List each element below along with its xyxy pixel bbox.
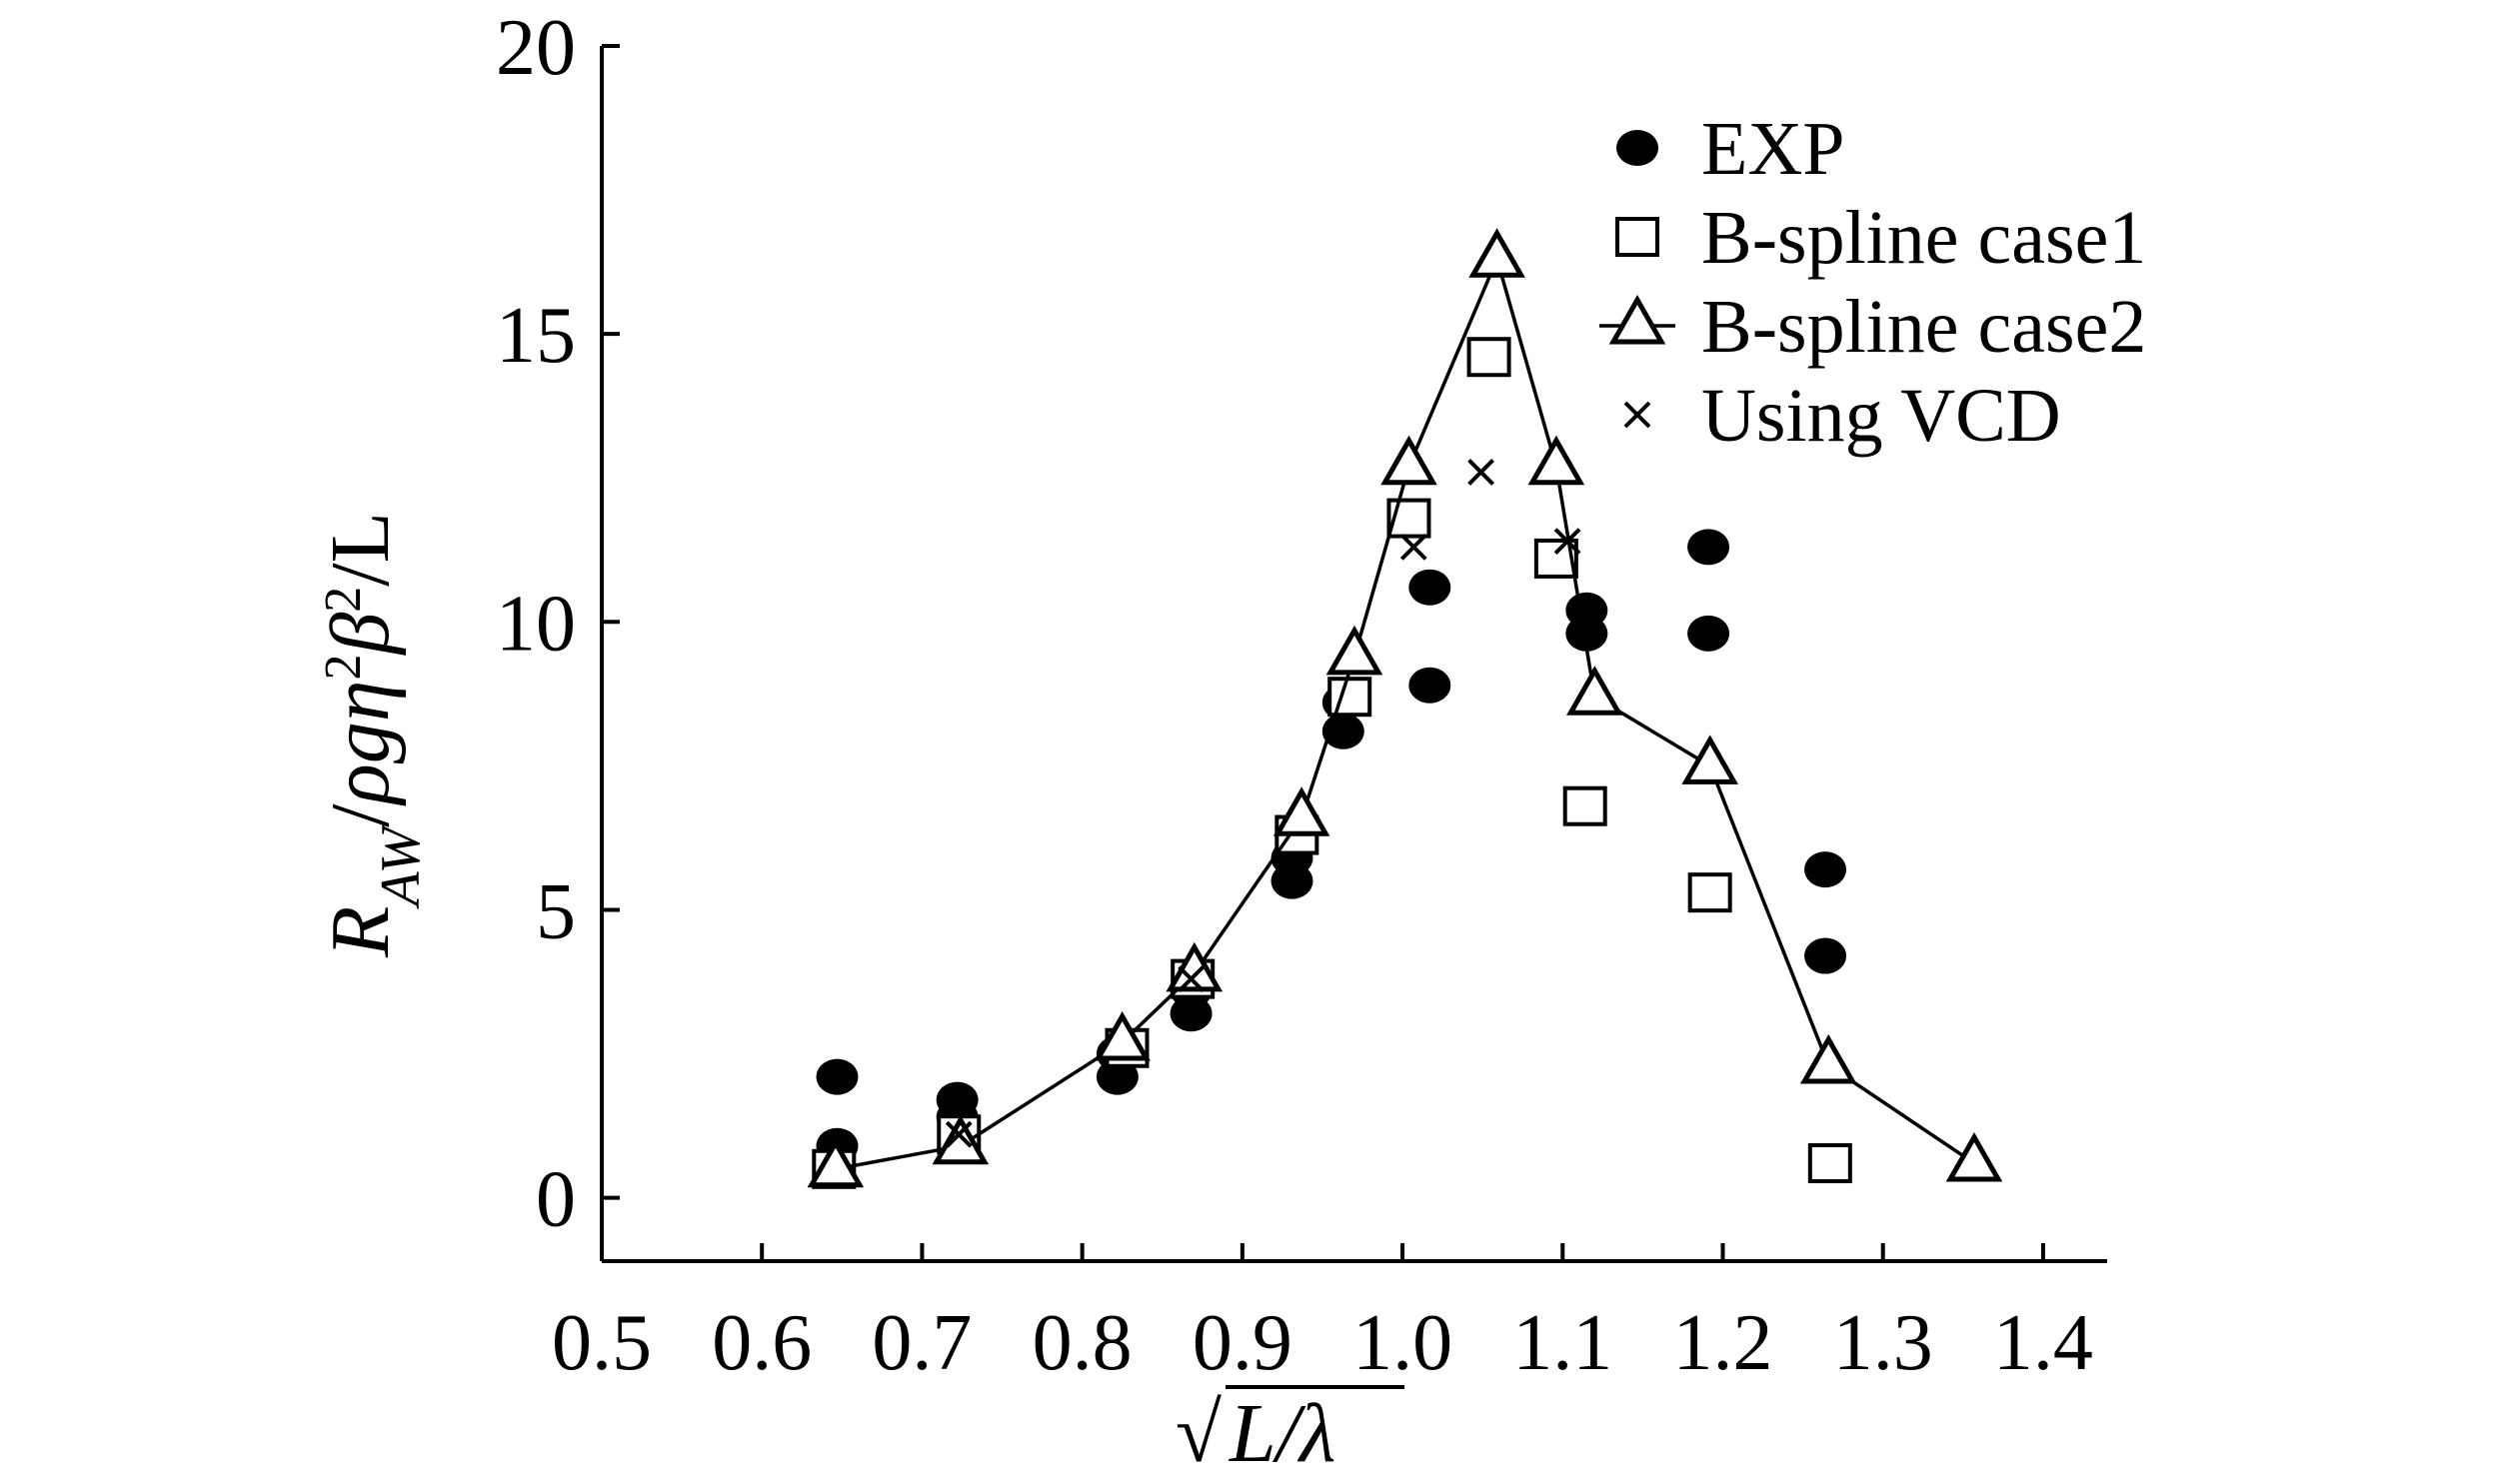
data-point-exp: [1804, 851, 1847, 888]
legend-label-using-vcd: Using VCD: [1701, 374, 2061, 458]
data-point-b-spline-case1: [1386, 498, 1431, 539]
x-axis-title-expr: L/λ: [1229, 1387, 1335, 1479]
x-tick-label: 1.0: [1352, 1299, 1452, 1387]
data-point-using-vcd-stroke: [945, 1120, 973, 1148]
y-axis-title-beta: β: [314, 613, 407, 657]
data-point-exp: [1687, 615, 1730, 652]
y-axis-title-g: g: [314, 722, 407, 763]
series-using-vcd: [945, 459, 1581, 1148]
legend-marker-using-vcd-stroke: [1623, 401, 1651, 429]
data-point-b-spline-case1: [1687, 872, 1732, 913]
x-tick-label: 0.9: [1193, 1299, 1292, 1387]
series: [807, 228, 2003, 1189]
data-point-using-vcd: [1467, 459, 1494, 486]
legend-marker-b-spline-case2: [1608, 294, 1666, 345]
legend-label-b-spline-case1: B-spline case1: [1701, 196, 2146, 280]
data-point-b-spline-case2: [807, 1137, 865, 1188]
y-axis-title-rho: ρ: [314, 763, 407, 806]
data-point-using-vcd: [945, 1120, 973, 1148]
data-point-using-vcd-stroke: [1553, 528, 1581, 556]
legend-marker-using-vcd: [1623, 401, 1651, 429]
data-point-b-spline-case1: [1466, 337, 1511, 378]
y-axis-title-r: R: [314, 906, 407, 958]
legend-label-exp: EXP: [1701, 107, 1845, 191]
data-point-exp: [1565, 615, 1608, 652]
data-point-using-vcd: [1178, 965, 1205, 993]
legend-label-b-spline-case2: B-spline case2: [1701, 285, 2146, 369]
data-point-exp: [1687, 529, 1730, 566]
data-point-b-spline-case2: [1325, 625, 1383, 676]
ticks: 0.5 0.6 0.7 0.8 0.9 1.0 1.1 1.2 1.3 1.4 0 5 10 15 20: [496, 4, 2093, 1387]
x-axis-title: √ L/λ: [1176, 1385, 1404, 1480]
data-point-b-spline-case2: [1681, 735, 1738, 784]
data-point-b-spline-case1: [1327, 677, 1372, 718]
y-axis-title-tail: /L: [314, 512, 407, 587]
y-tick-label: 10: [496, 580, 576, 668]
data-point-using-vcd-stroke: [1178, 965, 1205, 993]
x-tick-label: 1.3: [1833, 1299, 1933, 1387]
y-tick-label: 15: [496, 292, 576, 380]
y-axis-title-sub: AW: [370, 823, 432, 910]
data-point-exp: [816, 1058, 859, 1095]
data-point-exp: [1170, 995, 1213, 1032]
x-tick-label: 1.4: [1993, 1299, 2093, 1387]
data-point-using-vcd-stroke: [1399, 533, 1427, 561]
data-point-using-vcd-stroke: [1467, 459, 1494, 486]
data-point-exp: [1408, 569, 1451, 606]
legend-marker-b-spline-case1: [1615, 217, 1659, 257]
y-axis-title-sup2: 2: [315, 587, 372, 613]
data-point-b-spline-case2: [1945, 1131, 2003, 1182]
data-point-exp: [1804, 937, 1847, 974]
data-point-b-spline-case2: [1468, 228, 1525, 278]
y-tick-label: 20: [496, 4, 576, 92]
x-tick-label: 1.2: [1672, 1299, 1772, 1387]
legend-marker-exp: [1616, 130, 1658, 166]
legend-item-b-spline-case1: B-spline case1: [1615, 196, 2146, 280]
y-tick-label: 5: [536, 867, 576, 955]
data-point-b-spline-case1: [1562, 785, 1607, 826]
x-tick-label: 1.1: [1512, 1299, 1612, 1387]
x-tick-label: 0.8: [1033, 1299, 1133, 1387]
y-axis-title: RAW/ρgη2β2/L: [314, 512, 432, 958]
x-tick-label: 0.6: [712, 1299, 812, 1387]
x-tick-label: 0.7: [872, 1299, 972, 1387]
data-point-b-spline-case2: [1799, 1034, 1857, 1084]
legend-item-exp: EXP: [1616, 107, 1845, 191]
data-point-b-spline-case1: [1807, 1143, 1852, 1184]
y-axis-title-eta: η: [314, 681, 407, 723]
y-tick-label: 0: [536, 1156, 576, 1244]
data-point-b-spline-case2: [1527, 435, 1585, 486]
axes: [600, 46, 2107, 1263]
data-point-exp: [1408, 667, 1451, 704]
series-b-spline-case2: [807, 228, 2003, 1188]
y-axis-title-slash: /: [314, 803, 407, 827]
data-point-b-spline-case2: [932, 1114, 990, 1165]
data-point-using-vcd: [1553, 528, 1581, 556]
legend-item-b-spline-case2: B-spline case2: [1599, 285, 2146, 369]
x-axis-title-radical: √: [1176, 1387, 1223, 1479]
data-point-b-spline-case2: [1566, 666, 1623, 716]
y-axis-title-sup1: 2: [315, 655, 372, 681]
data-point-b-spline-case2: [1272, 786, 1330, 836]
data-point-b-spline-case2: [1094, 1010, 1151, 1061]
legend-item-using-vcd: Using VCD: [1623, 374, 2061, 458]
data-point-b-spline-case2: [1380, 435, 1437, 486]
x-tick-label: 0.5: [552, 1299, 652, 1387]
data-point-exp: [1270, 862, 1313, 899]
data-point-using-vcd: [1399, 533, 1427, 561]
series-exp: [816, 529, 1847, 1164]
